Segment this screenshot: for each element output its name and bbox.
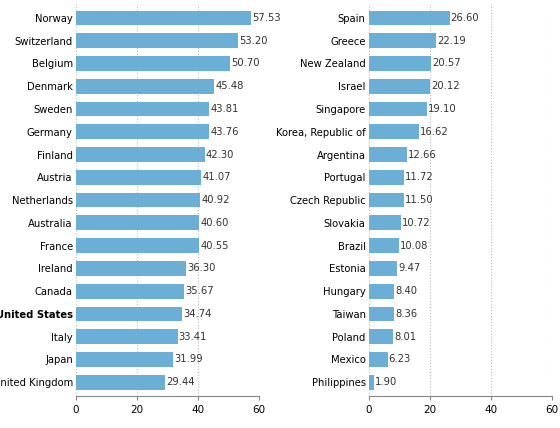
Text: 8.36: 8.36 <box>395 309 417 319</box>
Text: 6.23: 6.23 <box>389 354 410 365</box>
Text: 53.20: 53.20 <box>239 36 268 46</box>
Text: 34.74: 34.74 <box>183 309 211 319</box>
Bar <box>368 79 430 94</box>
Bar <box>368 306 394 321</box>
Text: 11.50: 11.50 <box>404 195 433 205</box>
Text: 8.01: 8.01 <box>394 332 416 342</box>
Text: 43.76: 43.76 <box>211 127 239 137</box>
Text: 26.60: 26.60 <box>451 13 479 23</box>
Bar <box>368 284 394 299</box>
Text: 8.40: 8.40 <box>395 286 417 296</box>
Bar <box>368 375 374 389</box>
Text: 29.44: 29.44 <box>167 377 195 387</box>
Bar <box>76 147 204 162</box>
Bar <box>368 329 393 344</box>
Text: 31.99: 31.99 <box>174 354 203 365</box>
Bar <box>368 33 436 48</box>
Text: 10.08: 10.08 <box>400 241 428 251</box>
Bar <box>368 215 401 230</box>
Bar <box>368 56 431 71</box>
Bar <box>76 329 178 344</box>
Bar <box>76 238 199 253</box>
Text: 12.66: 12.66 <box>408 149 437 160</box>
Text: 20.57: 20.57 <box>432 59 461 68</box>
Text: 20.12: 20.12 <box>431 81 459 91</box>
Bar <box>76 375 165 389</box>
Text: 41.07: 41.07 <box>202 172 231 182</box>
Text: 33.41: 33.41 <box>179 332 207 342</box>
Text: 45.48: 45.48 <box>216 81 244 91</box>
Text: 43.81: 43.81 <box>211 104 239 114</box>
Text: 16.62: 16.62 <box>420 127 449 137</box>
Text: 22.19: 22.19 <box>437 36 466 46</box>
Bar <box>368 238 399 253</box>
Text: 50.70: 50.70 <box>231 59 260 68</box>
Text: 40.92: 40.92 <box>202 195 230 205</box>
Bar <box>76 101 209 116</box>
Bar <box>76 352 173 367</box>
Bar <box>76 125 209 139</box>
Text: 10.72: 10.72 <box>402 218 431 228</box>
Text: 42.30: 42.30 <box>206 149 234 160</box>
Bar <box>368 125 419 139</box>
Text: 36.30: 36.30 <box>188 263 216 273</box>
Text: 9.47: 9.47 <box>398 263 421 273</box>
Bar <box>76 215 199 230</box>
Text: 11.72: 11.72 <box>405 172 434 182</box>
Text: 40.60: 40.60 <box>200 218 229 228</box>
Bar <box>76 284 184 299</box>
Bar <box>368 261 398 276</box>
Bar <box>76 33 238 48</box>
Bar <box>76 170 201 185</box>
Bar <box>368 193 404 208</box>
Bar <box>76 79 214 94</box>
Bar <box>76 261 186 276</box>
Text: 1.90: 1.90 <box>375 377 398 387</box>
Bar <box>76 306 181 321</box>
Bar <box>368 170 404 185</box>
Bar <box>76 56 230 71</box>
Text: 40.55: 40.55 <box>200 241 229 251</box>
Bar <box>368 352 388 367</box>
Text: 19.10: 19.10 <box>428 104 456 114</box>
Bar <box>76 11 251 25</box>
Text: 35.67: 35.67 <box>186 286 214 296</box>
Bar <box>368 101 427 116</box>
Bar <box>368 147 407 162</box>
Bar <box>76 193 200 208</box>
Text: 57.53: 57.53 <box>253 13 281 23</box>
Bar <box>368 11 450 25</box>
